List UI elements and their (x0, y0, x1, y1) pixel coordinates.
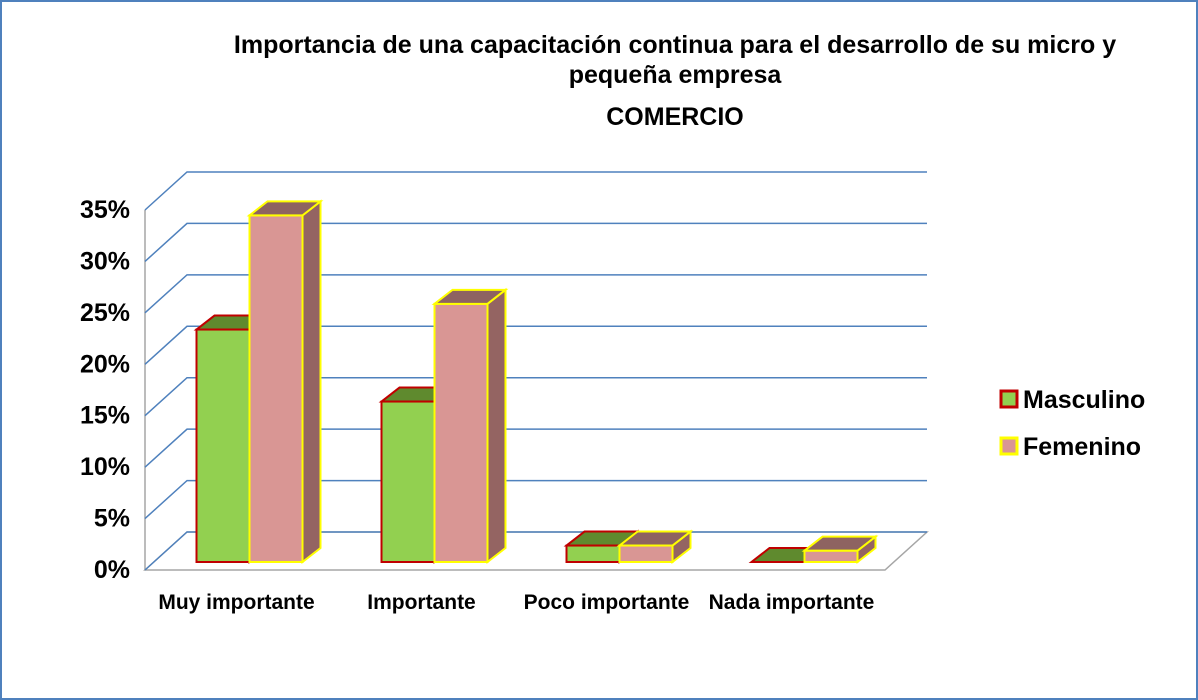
bar (433, 302, 489, 563)
chart-title: Importancia de una capacitación continua… (233, 31, 1117, 89)
bar-top (616, 530, 694, 547)
bar-top (801, 535, 879, 552)
y-tick-label: 0% (94, 556, 130, 584)
x-tick-label: Importante (367, 591, 476, 614)
grid-line (144, 325, 927, 365)
bar-top (246, 200, 324, 217)
x-tick-label: Nada importante (708, 591, 875, 614)
bar (380, 400, 436, 563)
legend-swatch (999, 436, 1019, 456)
grid-line (144, 171, 927, 211)
bar-top (431, 288, 509, 305)
bar (803, 549, 859, 564)
grid-line (144, 479, 927, 520)
bar (195, 328, 251, 563)
grid-line (144, 376, 927, 417)
x-tick-label: Muy importante (158, 591, 315, 614)
bar-side (301, 199, 322, 565)
y-tick-label: 5% (94, 505, 130, 533)
legend-label: Masculino (1023, 386, 1145, 414)
grid-line (144, 222, 927, 262)
y-tick-label: 35% (80, 196, 130, 224)
y-tick-label: 20% (80, 350, 130, 378)
chart-subtitle: COMERCIO (606, 103, 744, 131)
y-tick-label: 25% (80, 299, 130, 327)
y-tick-label: 15% (80, 402, 130, 430)
legend-label: Femenino (1023, 433, 1141, 461)
grid-line (144, 274, 927, 314)
x-tick-label: Poco importante (523, 591, 690, 614)
legend-swatch (999, 389, 1019, 409)
bar (248, 214, 304, 563)
y-tick-label: 10% (80, 453, 130, 481)
bar (565, 544, 621, 563)
grid-line (144, 428, 927, 468)
y-tick-label: 30% (80, 247, 130, 275)
bar (618, 544, 674, 563)
bar-side (486, 287, 507, 565)
